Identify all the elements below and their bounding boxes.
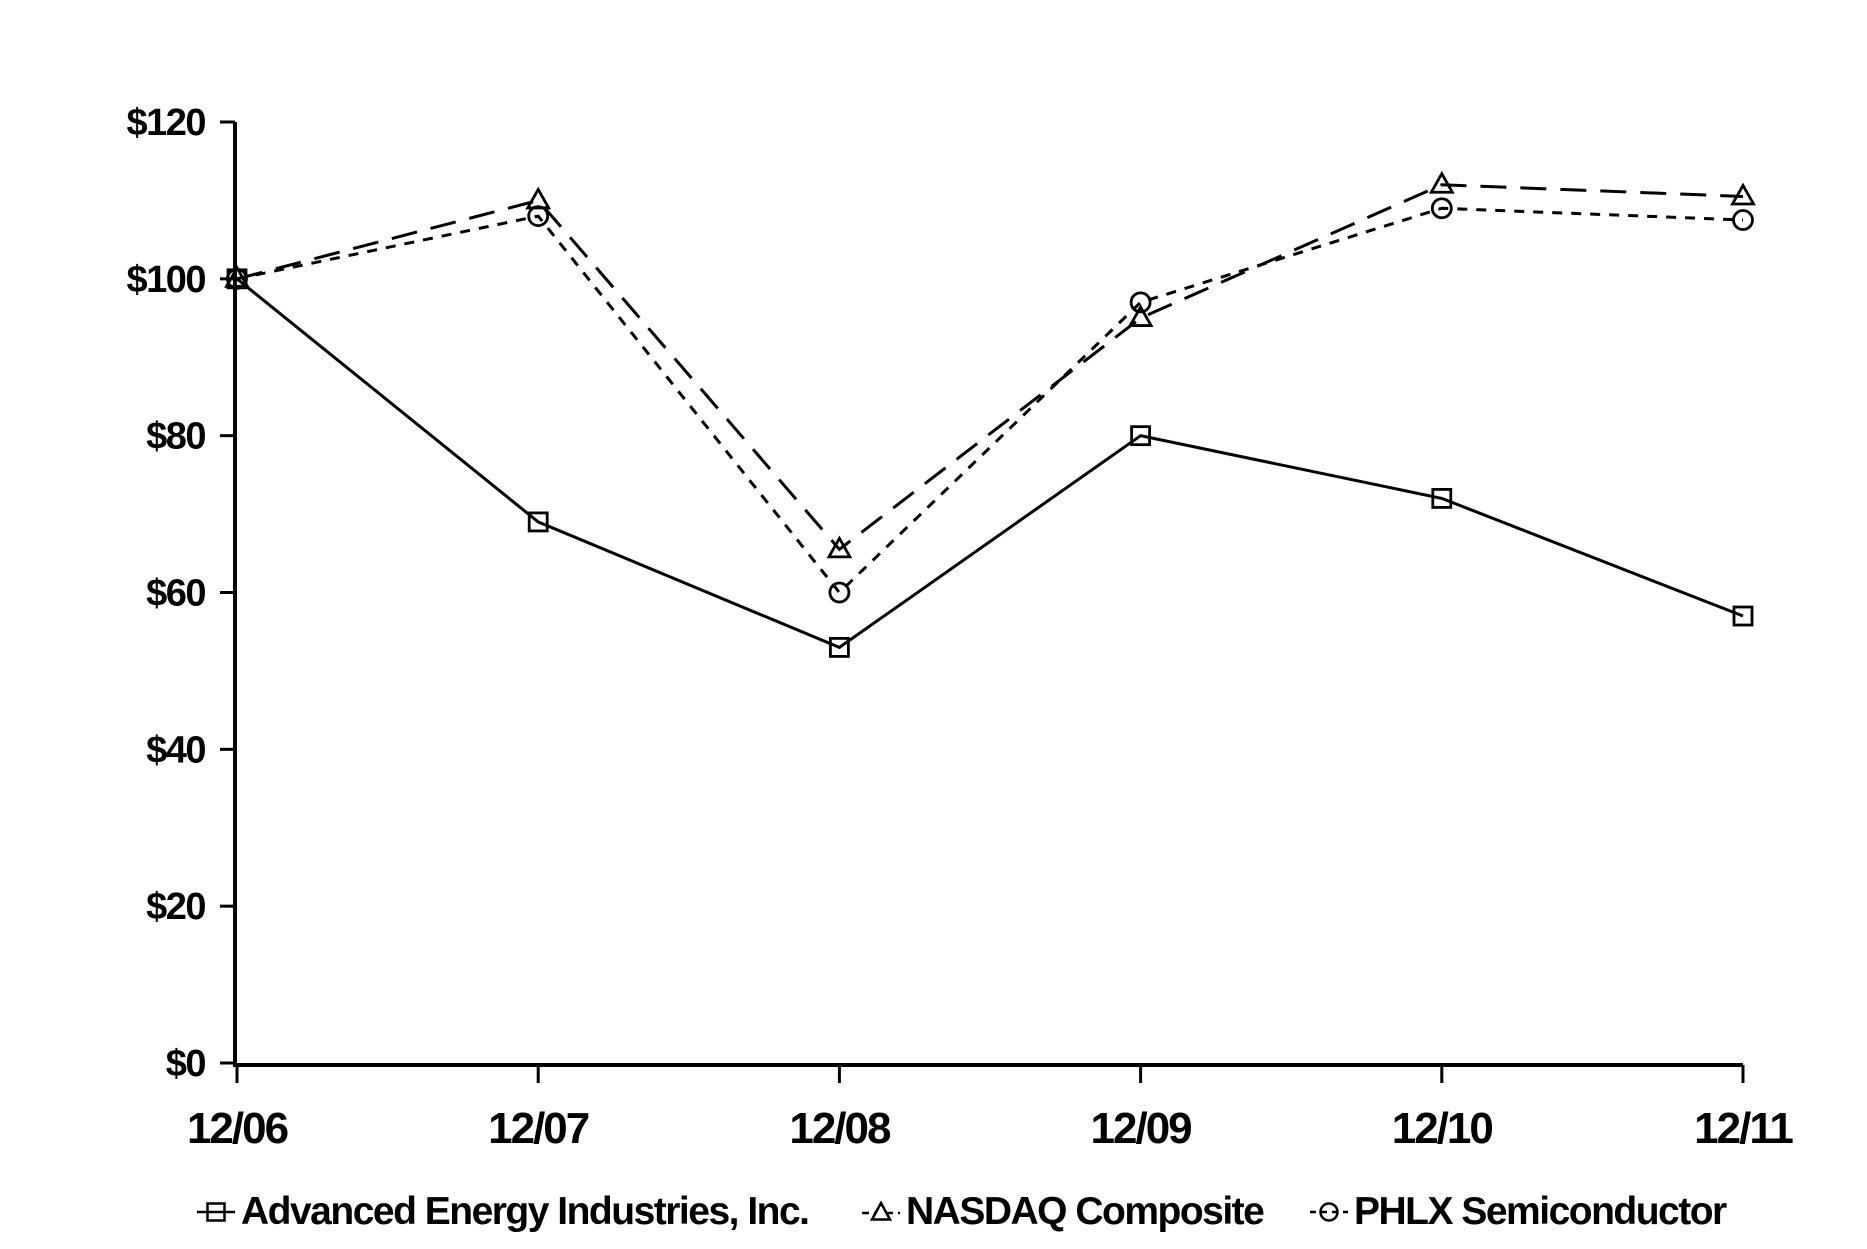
data-point-square xyxy=(1431,487,1453,509)
circle-marker-icon xyxy=(1310,1202,1348,1222)
data-point-triangle xyxy=(525,186,552,210)
data-point-square xyxy=(527,511,549,533)
data-point-triangle xyxy=(1127,304,1154,327)
x-axis-tick-label: 12/06 xyxy=(187,1104,288,1153)
y-axis-tick-label: $80 xyxy=(146,416,205,458)
y-axis-tick-label: $0 xyxy=(166,1043,206,1085)
legend-label-advanced-energy: Advanced Energy Industries, Inc. xyxy=(241,1190,810,1233)
data-point-circle xyxy=(1430,197,1453,220)
data-point-triangle xyxy=(1428,170,1455,194)
x-axis-tick-label: 12/10 xyxy=(1392,1104,1493,1153)
data-point-circle xyxy=(1129,291,1152,314)
series-line-0 xyxy=(236,277,1744,650)
data-point-circle xyxy=(1732,209,1754,231)
x-axis-tick-label: 12/11 xyxy=(1694,1104,1793,1153)
data-point-square xyxy=(1732,605,1754,627)
y-axis-tick-label: $120 xyxy=(126,102,205,144)
square-marker-icon xyxy=(197,1202,235,1222)
y-axis-tick-label: $40 xyxy=(146,729,205,771)
data-point-circle xyxy=(527,205,550,228)
legend-label-phlx-semiconductor: PHLX Semiconductor xyxy=(1354,1190,1727,1233)
triangle-marker-icon xyxy=(862,1200,900,1221)
series-line-2 xyxy=(236,206,1744,595)
data-point-triangle xyxy=(826,535,853,559)
data-point-square xyxy=(1130,425,1151,447)
data-point-circle xyxy=(226,267,248,290)
legend-label-nasdaq-composite: NASDAQ Composite xyxy=(906,1190,1265,1233)
data-point-square xyxy=(829,636,850,658)
data-point-triangle xyxy=(1730,182,1756,206)
series-line-1 xyxy=(236,183,1744,552)
x-axis-tick-label: 12/09 xyxy=(1091,1104,1192,1153)
legend-item-nasdaq-composite: NASDAQ Composite xyxy=(862,1184,1265,1240)
y-axis-tick-label: $60 xyxy=(146,573,205,615)
y-axis-tick-label: $100 xyxy=(126,259,205,301)
x-axis-tick-label: 12/07 xyxy=(488,1104,589,1153)
y-axis-tick-label: $20 xyxy=(146,886,205,928)
x-axis-tick-label: 12/08 xyxy=(789,1104,891,1153)
legend-item-advanced-energy: Advanced Energy Industries, Inc. xyxy=(197,1184,810,1240)
data-point-circle xyxy=(828,581,851,604)
data-point-triangle xyxy=(224,264,250,288)
legend-item-phlx-semiconductor: PHLX Semiconductor xyxy=(1310,1184,1727,1240)
legend: Advanced Energy Industries, Inc. NASDAQ … xyxy=(0,1184,1867,1240)
